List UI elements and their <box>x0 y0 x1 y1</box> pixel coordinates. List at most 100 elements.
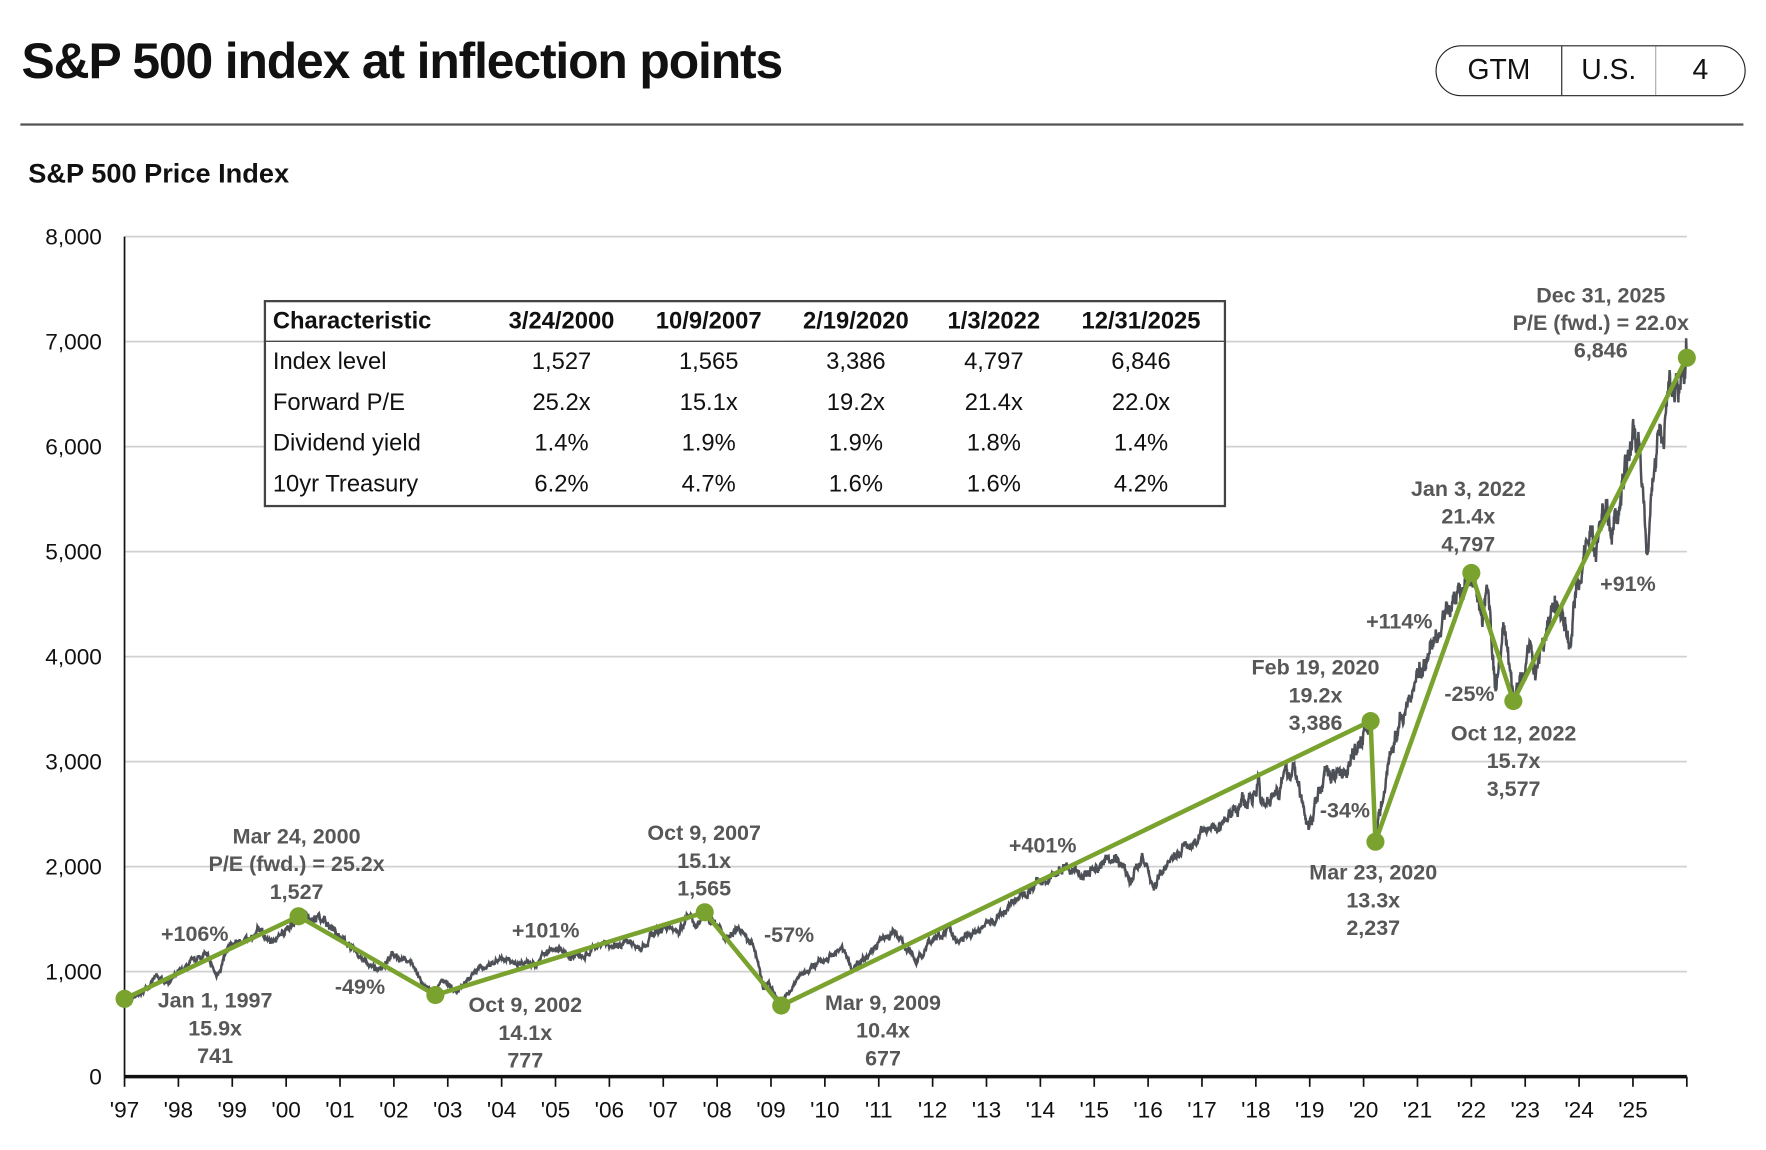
table-cell: 6,846 <box>1111 348 1171 375</box>
table-cell: Dividend yield <box>272 430 421 457</box>
inflection-point-marker <box>115 989 134 1008</box>
percent-change-label: +91% <box>1600 572 1656 596</box>
table-cell: 6.2% <box>534 470 589 497</box>
x-tick-label: '15 <box>1079 1097 1108 1122</box>
inflection-label: 14.1x <box>498 1021 552 1045</box>
inflection-point-marker <box>1462 563 1481 582</box>
inflection-point-marker <box>1361 712 1380 731</box>
x-tick-label: '02 <box>379 1097 409 1122</box>
table-cell: 1.4% <box>534 430 589 457</box>
x-tick-label: '13 <box>972 1097 1002 1122</box>
table-header-cell: 3/24/2000 <box>487 302 636 342</box>
table-cell: 1.8% <box>966 430 1021 457</box>
table-header-cell: 1/3/2022 <box>929 302 1059 342</box>
x-tick-label: '09 <box>756 1097 785 1122</box>
percent-change-label: +106% <box>161 922 229 946</box>
inflection-label: 13.3x <box>1346 888 1400 912</box>
inflection-label: Mar 9, 2009 <box>825 991 941 1015</box>
table-cell: 10yr Treasury <box>272 470 419 497</box>
inflection-label: Jan 1, 1997 <box>158 989 273 1013</box>
table-cell: 21.4x <box>964 389 1023 416</box>
percent-change-label: +114% <box>1366 609 1432 633</box>
inflection-label: 1,527 <box>270 880 324 904</box>
inflection-label: 15.1x <box>677 849 731 873</box>
x-tick-label: '99 <box>218 1097 248 1122</box>
x-tick-label: '19 <box>1295 1097 1325 1122</box>
inflection-label: 19.2x <box>1289 683 1343 707</box>
x-tick-label: '16 <box>1133 1097 1163 1122</box>
inflection-label: 741 <box>197 1044 233 1068</box>
x-tick-label: '20 <box>1349 1097 1379 1122</box>
x-tick-label: '97 <box>110 1097 140 1122</box>
table-cell: 19.2x <box>826 389 885 416</box>
inflection-point-marker <box>695 903 714 922</box>
inflection-label: 15.9x <box>188 1016 242 1040</box>
inflection-point-marker <box>1366 832 1385 851</box>
table-cell: 1.6% <box>828 470 883 497</box>
inflection-label: Feb 19, 2020 <box>1252 656 1380 680</box>
table-cell: 22.0x <box>1111 389 1171 416</box>
inflection-label: 4,797 <box>1441 532 1495 556</box>
inflection-label: Oct 12, 2022 <box>1451 721 1577 745</box>
y-tick-label: 7,000 <box>45 330 102 355</box>
characteristics-table: Characteristic 3/24/2000 10/9/2007 2/19/202… <box>263 300 1227 508</box>
y-tick-label: 3,000 <box>45 750 102 775</box>
x-tick-label: '22 <box>1457 1097 1487 1122</box>
table-cell: 1.6% <box>966 470 1021 497</box>
table-cell: 4.2% <box>1113 470 1169 497</box>
y-tick-label: 5,000 <box>45 540 102 565</box>
x-tick-label: '17 <box>1187 1097 1217 1122</box>
table-cell: 1.4% <box>1113 430 1169 457</box>
chart-title: S&P 500 Price Index <box>28 158 290 190</box>
inflection-label: Mar 24, 2000 <box>233 824 361 848</box>
percent-change-label: +101% <box>512 918 580 942</box>
table-cell: 1,565 <box>678 348 739 375</box>
percent-change-label: -49% <box>335 975 385 999</box>
table-row: Index level 1,527 1,565 3,386 4,797 6,846 <box>266 341 1224 382</box>
table-cell: Index level <box>272 348 387 375</box>
inflection-point-marker <box>426 985 445 1005</box>
x-tick-label: '08 <box>702 1097 731 1122</box>
table-header-cell: 2/19/2020 <box>782 302 930 342</box>
inflection-label: 677 <box>865 1046 901 1070</box>
x-tick-label: '06 <box>595 1097 624 1122</box>
inflection-trend-line <box>123 356 1689 1008</box>
y-tick-label: 4,000 <box>45 645 102 670</box>
inflection-label: 10.4x <box>856 1019 910 1043</box>
table-row: Dividend yield 1.4% 1.9% 1.9% 1.8% 1.4% <box>266 423 1224 464</box>
y-tick-label: 0 <box>89 1065 102 1090</box>
table-header-row: Characteristic 3/24/2000 10/9/2007 2/19/202… <box>266 302 1224 342</box>
percent-change-label: +401% <box>1009 833 1077 857</box>
x-tick-label: '00 <box>271 1097 301 1122</box>
inflection-label: P/E (fwd.) = 22.0x <box>1513 311 1689 335</box>
y-tick-label: 6,000 <box>45 435 102 460</box>
percent-change-label: -25% <box>1444 682 1494 706</box>
x-tick-label: '03 <box>433 1097 463 1122</box>
inflection-label: Dec 31, 2025 <box>1536 283 1665 307</box>
inflection-point-marker <box>772 996 791 1015</box>
table-cell: 15.1x <box>679 389 738 416</box>
inflection-label: Jan 3, 2022 <box>1411 477 1526 501</box>
table-header-cell: 10/9/2007 <box>635 302 783 342</box>
x-tick-label: '25 <box>1618 1097 1647 1122</box>
table-cell: 4.7% <box>681 470 736 497</box>
percent-change-label: -57% <box>764 923 814 947</box>
inflection-label: 777 <box>507 1049 543 1073</box>
x-tick-label: '07 <box>649 1097 678 1122</box>
badge-region: U.S. <box>1562 46 1657 96</box>
badge-page-number: 4 <box>1692 54 1709 87</box>
table-cell: 1.9% <box>828 430 883 457</box>
inflection-label: 6,846 <box>1574 339 1628 363</box>
inflection-label: 1,565 <box>677 876 731 900</box>
header-divider <box>20 123 1744 126</box>
x-tick-label: '24 <box>1564 1097 1593 1122</box>
y-tick-label: 2,000 <box>45 855 102 880</box>
inflection-label: 3,386 <box>1289 711 1343 735</box>
y-tick-label: 1,000 <box>45 960 102 985</box>
table-cell: 1.9% <box>681 430 736 457</box>
table-cell: Forward P/E <box>272 389 405 416</box>
x-tick-label: '21 <box>1403 1097 1433 1122</box>
x-tick-label: '11 <box>865 1097 893 1122</box>
